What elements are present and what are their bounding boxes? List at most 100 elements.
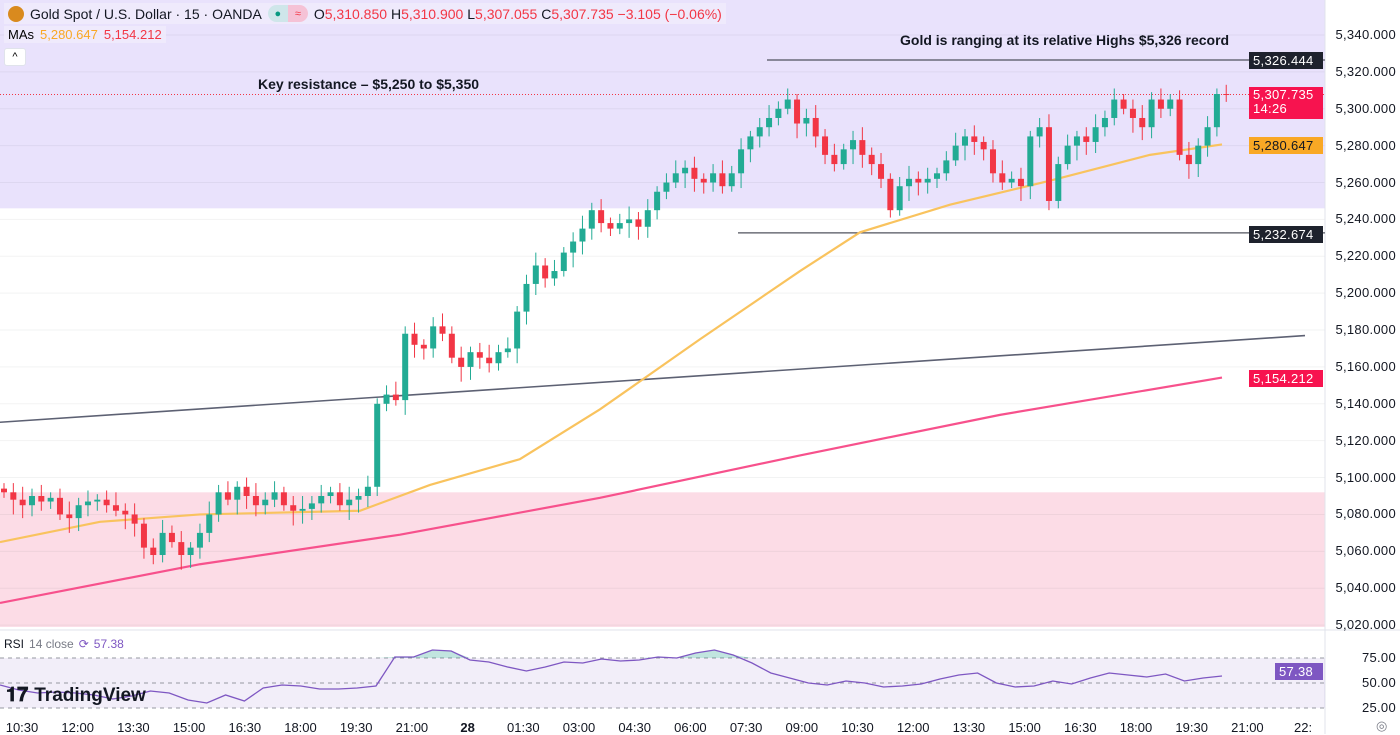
candle-body [28, 496, 35, 506]
candle-body [532, 265, 539, 284]
candle-body [439, 326, 446, 334]
time-tick: 12:00 [896, 720, 930, 735]
candle-body [271, 492, 278, 500]
time-tick: 03:00 [562, 720, 596, 735]
candle-body [803, 117, 810, 124]
candle-body [112, 505, 119, 511]
candle-body [719, 173, 726, 187]
candle-body [887, 178, 894, 211]
candle-body [215, 492, 222, 515]
price-tick: 5,180.000 [1335, 322, 1396, 338]
candle-body [383, 394, 390, 404]
candle-body [318, 496, 325, 504]
ma50-line [0, 143, 1223, 544]
candle-body [1213, 94, 1220, 128]
candle-body [47, 497, 54, 502]
candle-body [579, 228, 586, 242]
candle-body [224, 492, 231, 500]
candle-body [168, 532, 175, 543]
time-tick: 04:30 [618, 720, 651, 735]
candle-body [234, 486, 241, 500]
time-tick: 10:30 [841, 720, 874, 735]
price-tick: 5,060.000 [1335, 543, 1396, 559]
rsi-tick: 25.00 [1361, 700, 1396, 715]
resistance-zone [0, 0, 1325, 209]
price-tick: 5,300.000 [1335, 100, 1396, 116]
candle-body [1045, 127, 1052, 201]
time-tick: 21:00 [1231, 720, 1264, 735]
candle-body [1204, 127, 1211, 146]
candle-body [1017, 178, 1024, 187]
candle-body [672, 173, 679, 183]
candle-body [56, 497, 63, 515]
candle-body [868, 154, 875, 165]
candle-body [10, 492, 17, 500]
symbol-title[interactable]: Gold Spot / U.S. Dollar · 15 · OANDA [30, 5, 262, 22]
candle-body [1, 488, 7, 493]
candle-body [476, 352, 483, 358]
candle-body [896, 186, 903, 211]
candle-body [840, 149, 847, 165]
candle-body [989, 149, 996, 174]
time-tick: 07:30 [729, 720, 763, 735]
candle-body [486, 357, 493, 364]
candle-body [542, 265, 549, 279]
last-price-tag: 5,307.735 14:26 [1249, 87, 1323, 119]
candle-body [392, 394, 399, 401]
gold-icon [8, 5, 24, 22]
candle-body [691, 167, 698, 179]
candle-body [644, 210, 651, 227]
candle-body [859, 140, 866, 155]
market-status[interactable]: ● ≈ [267, 5, 308, 22]
settings-eye-icon[interactable]: ◎ [1376, 718, 1388, 733]
rsi-legend[interactable]: RSI 14 close ⟳ 57.38 [4, 637, 124, 651]
candle-body [448, 333, 455, 358]
time-tick: 18:00 [284, 720, 317, 735]
candle-body [607, 223, 614, 229]
candle-body [794, 99, 801, 124]
highs-annotation: Gold is ranging at its relative Highs $5… [900, 32, 1230, 48]
candle-body [570, 241, 577, 253]
price-tick: 5,100.000 [1335, 469, 1396, 485]
candle-body [598, 210, 605, 224]
candle-body [374, 403, 381, 487]
chevron-up-icon[interactable]: ^ [4, 48, 26, 66]
support-zone [0, 492, 1325, 627]
candle-body [1195, 145, 1202, 165]
ohlc-values: O5,310.850 H5,310.900 L5,307.055 C5,307.… [313, 5, 722, 22]
candle-body [635, 219, 642, 227]
candle-body [747, 136, 754, 150]
candle-body [654, 191, 661, 211]
candle-body [1055, 164, 1062, 201]
candle-body [94, 499, 101, 502]
rsi-line [0, 649, 1223, 704]
candle-body [766, 117, 773, 128]
candle-body [934, 173, 940, 179]
candle-body [738, 149, 745, 174]
time-tick: 22: [1294, 720, 1313, 735]
rsi-tick: 75.00 [1361, 650, 1396, 665]
candle-body [710, 173, 717, 183]
candle-body [1129, 108, 1136, 118]
price-tick: 5,200.000 [1335, 285, 1396, 301]
tradingview-logo[interactable]: 𝟏𝟕 TradingView [6, 684, 146, 706]
candle-body [756, 127, 763, 137]
ma-legend[interactable]: MAs 5,280.647 5,154.212 [4, 26, 166, 43]
rsi-overbought-fill [0, 650, 1222, 658]
time-tick: 21:00 [395, 720, 429, 735]
candle-body [140, 523, 147, 548]
candle-body [1083, 136, 1090, 142]
candle-body [1176, 99, 1183, 155]
market-open-dot-icon: ● [267, 5, 288, 22]
candle-body [588, 210, 595, 229]
rsi-tick: 50.00 [1361, 675, 1396, 690]
candle-body [1120, 99, 1127, 109]
candle-body [66, 514, 73, 519]
candle-body [775, 108, 782, 118]
price-tick: 5,040.000 [1335, 580, 1396, 596]
candle-body [831, 154, 838, 165]
time-tick: 18:00 [1119, 720, 1153, 735]
time-tick: 15:00 [172, 720, 206, 735]
candle-body [206, 514, 213, 533]
